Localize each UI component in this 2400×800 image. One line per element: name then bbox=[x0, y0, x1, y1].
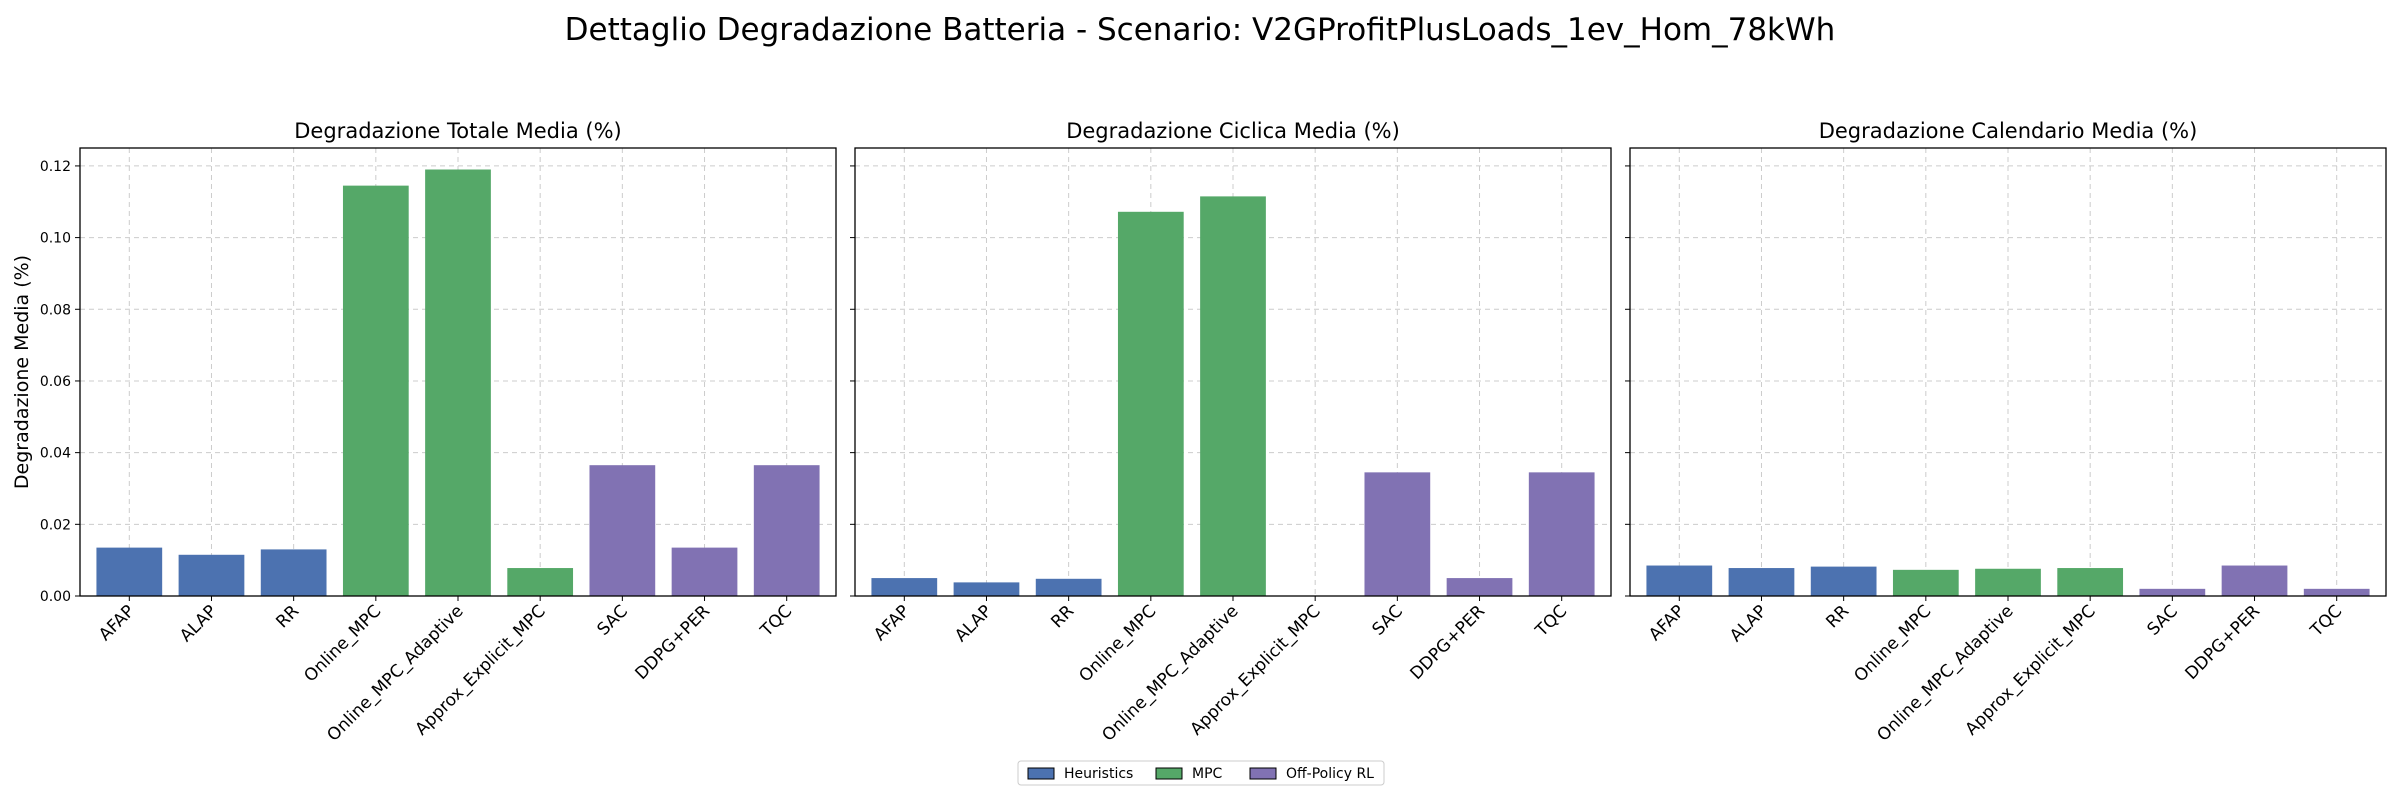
bar-sac bbox=[1364, 472, 1431, 596]
bar-approx-explicit-mpc bbox=[2057, 568, 2124, 596]
bar-tqc bbox=[2303, 588, 2370, 596]
y-tick-label: 0.00 bbox=[40, 589, 71, 605]
x-tick-label: SAC bbox=[2143, 601, 2181, 639]
bar-rr bbox=[260, 549, 327, 596]
y-tick-label: 0.12 bbox=[40, 159, 71, 175]
bar-online-mpc bbox=[1117, 211, 1184, 596]
y-tick-label: 0.10 bbox=[40, 231, 71, 247]
bar-tqc bbox=[753, 465, 820, 596]
bar-rr bbox=[1035, 578, 1102, 596]
y-tick-label: 0.02 bbox=[40, 517, 71, 533]
x-tick-label: Online_MPC_Adaptive bbox=[323, 601, 467, 745]
x-tick-label: AFAP bbox=[95, 601, 139, 645]
x-tick-label: ALAP bbox=[176, 601, 221, 646]
x-tick-label: TQC bbox=[756, 601, 796, 641]
x-tick-label: ALAP bbox=[951, 601, 996, 646]
x-tick-label: SAC bbox=[593, 601, 631, 639]
bar-approx-explicit-mpc bbox=[507, 568, 574, 596]
bar-online-mpc-adaptive bbox=[1200, 196, 1266, 596]
bar-alap bbox=[953, 582, 1020, 596]
bar-rr bbox=[1810, 566, 1877, 596]
x-tick-label: Online_MPC bbox=[1850, 601, 1935, 686]
legend-swatch bbox=[1027, 767, 1055, 780]
x-tick-label: Online_MPC_Adaptive bbox=[1098, 601, 1242, 745]
panel-title: Degradazione Ciclica Media (%) bbox=[1066, 119, 1400, 143]
x-tick-label: DDPG+PER bbox=[632, 601, 715, 684]
legend-box bbox=[1017, 760, 1385, 786]
y-tick-label: 0.08 bbox=[40, 302, 71, 318]
x-tick-label: TQC bbox=[2306, 601, 2346, 641]
bar-online-mpc bbox=[342, 185, 409, 596]
bar-sac bbox=[2139, 588, 2206, 596]
x-tick-label: Online_MPC bbox=[1075, 601, 1160, 686]
x-tick-label: RR bbox=[1047, 601, 1078, 632]
x-tick-label: TQC bbox=[1531, 601, 1571, 641]
x-tick-label: RR bbox=[1822, 601, 1853, 632]
bar-alap bbox=[1728, 568, 1795, 596]
bar-ddpg-per bbox=[671, 547, 738, 596]
x-tick-label: DDPG+PER bbox=[1407, 601, 1490, 684]
x-tick-label: DDPG+PER bbox=[2182, 601, 2265, 684]
x-tick-label: AFAP bbox=[870, 601, 914, 645]
x-tick-label: RR bbox=[272, 601, 303, 632]
chart-panel-2: AFAP ALAP RROnline_MPCOnline_MPC_AdaptiveA… bbox=[850, 119, 1612, 746]
bar-online-mpc bbox=[1892, 569, 1959, 596]
axes-frame bbox=[1629, 147, 2387, 597]
bar-online-mpc-adaptive bbox=[1975, 568, 2041, 596]
bar-ddpg-per bbox=[1446, 578, 1513, 596]
legend-swatch bbox=[1155, 767, 1183, 780]
x-tick-label: Online_MPC bbox=[300, 601, 385, 686]
y-axis-label: Degradazione Media (%) bbox=[11, 255, 33, 489]
bar-tqc bbox=[1528, 472, 1595, 596]
x-tick-label: ALAP bbox=[1726, 601, 1771, 646]
axes-frame bbox=[854, 147, 1612, 597]
panel-title: Degradazione Calendario Media (%) bbox=[1819, 119, 2198, 143]
bar-sac bbox=[589, 465, 656, 596]
axes-frame bbox=[79, 147, 837, 597]
figure-title: Dettaglio Degradazione Batteria - Scenar… bbox=[565, 12, 1836, 48]
bar-alap bbox=[178, 554, 245, 596]
panel-title: Degradazione Totale Media (%) bbox=[294, 119, 621, 143]
legend-label: MPC bbox=[1192, 766, 1223, 782]
legend-label: Heuristics bbox=[1064, 766, 1133, 782]
x-tick-label: SAC bbox=[1368, 601, 1406, 639]
y-tick-label: 0.06 bbox=[40, 374, 71, 390]
x-tick-label: AFAP bbox=[1645, 601, 1689, 645]
legend: Heuristics MPC Off-Policy RL bbox=[1017, 760, 1385, 786]
bar-online-mpc-adaptive bbox=[425, 169, 491, 596]
legend-swatch bbox=[1249, 767, 1277, 780]
bar-ddpg-per bbox=[2221, 565, 2288, 596]
bar-afap bbox=[871, 578, 938, 596]
bar-afap bbox=[1646, 565, 1713, 596]
y-tick-label: 0.04 bbox=[40, 446, 71, 462]
chart-panel-3: AFAP ALAP RROnline_MPCOnline_MPC_AdaptiveA… bbox=[1625, 119, 2387, 746]
legend-label: Off-Policy RL bbox=[1286, 766, 1374, 782]
bar-afap bbox=[96, 547, 163, 596]
x-tick-label: Online_MPC_Adaptive bbox=[1873, 601, 2017, 745]
